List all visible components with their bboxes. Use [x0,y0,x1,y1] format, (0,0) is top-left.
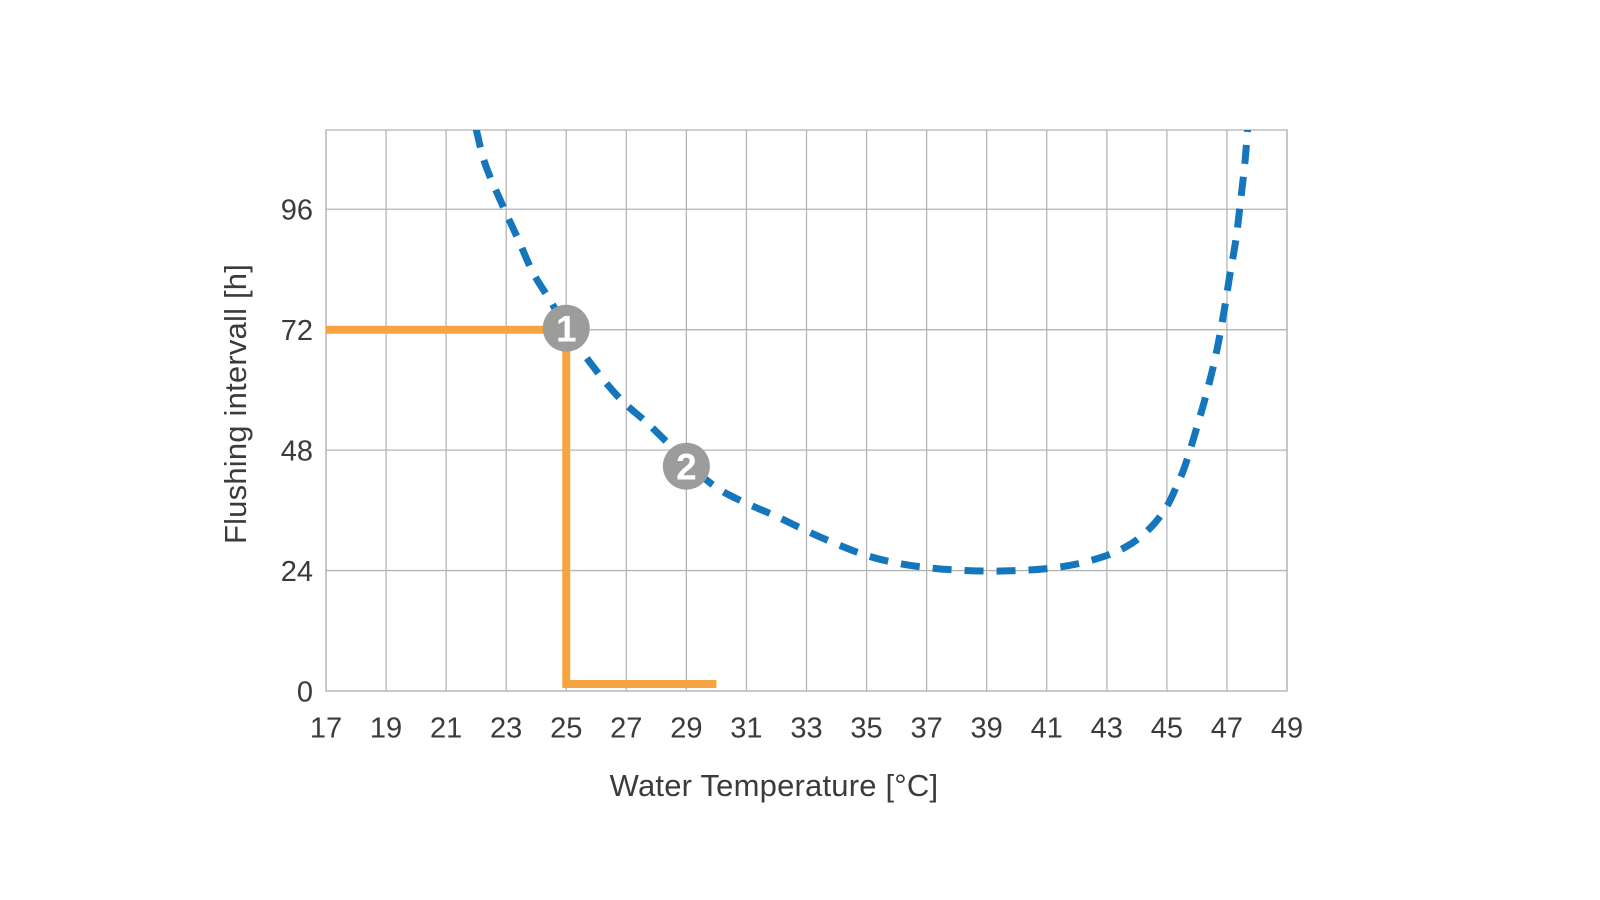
x-tick-label-33: 33 [790,712,822,744]
step-marker-label-1: 1 [556,309,577,350]
y-tick-label-96: 96 [281,195,313,227]
x-axis-title: Water Temperature [°C] [609,768,939,803]
x-tick-label-23: 23 [490,712,522,744]
interval-curve [472,130,1252,575]
x-tick-label-45: 45 [1151,712,1183,744]
y-tick-label-24: 24 [281,556,313,588]
y-axis-title: Flushing intervall [h] [218,263,253,545]
x-tick-label-37: 37 [910,712,942,744]
x-tick-label-21: 21 [430,712,462,744]
plot-border [325,129,1288,692]
x-tick-label-19: 19 [370,712,402,744]
x-tick-label-17: 17 [310,712,342,744]
x-tick-label-39: 39 [971,712,1003,744]
x-tick-label-35: 35 [850,712,882,744]
x-tick-label-31: 31 [730,712,762,744]
x-tick-label-43: 43 [1091,712,1123,744]
x-tick-label-25: 25 [550,712,582,744]
x-tick-label-47: 47 [1211,712,1243,744]
guide-line [326,325,717,688]
x-tick-label-49: 49 [1271,712,1303,744]
y-tick-label-48: 48 [281,436,313,468]
x-tick-label-29: 29 [670,712,702,744]
step-marker-1 [542,304,590,352]
step-marker-label-2: 2 [676,447,697,488]
x-tick-label-41: 41 [1031,712,1063,744]
y-tick-label-0: 0 [297,676,313,708]
x-tick-label-27: 27 [610,712,642,744]
step-marker-2 [662,442,710,490]
y-tick-label-72: 72 [281,315,313,347]
